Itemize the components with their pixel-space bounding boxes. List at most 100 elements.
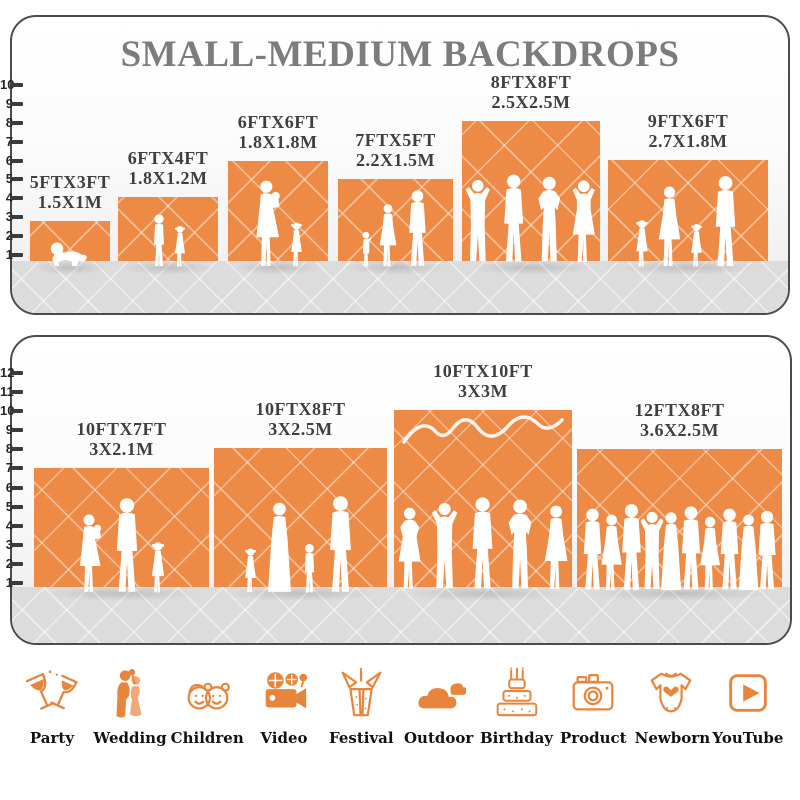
ruler-tick xyxy=(10,561,23,566)
person-man-silhouette xyxy=(109,497,145,593)
backdrop-size-label: 5FTX3FT 1.5X1M xyxy=(29,171,111,213)
category-product: Product xyxy=(557,660,629,747)
category-birthday: Birthday xyxy=(480,660,553,747)
person-man-silhouette xyxy=(752,507,782,593)
ruler-number-3: 3 xyxy=(0,209,13,225)
ruler-tick xyxy=(10,523,23,528)
backdrop-size-label: 10FTX10FT 3X3M xyxy=(433,360,533,402)
festival-icon xyxy=(325,660,397,720)
backdrop-rect-10ftx10ft xyxy=(394,410,572,587)
ruler-number-10: 10 xyxy=(0,76,15,92)
person-girl-silhouette xyxy=(172,225,188,267)
floor-shadow xyxy=(402,586,564,601)
person-man-armsup-silhouette xyxy=(428,497,461,593)
people-silhouette-group xyxy=(462,169,600,267)
category-children: Children xyxy=(170,660,244,747)
category-festival: Festival xyxy=(325,660,397,747)
ruler-tick xyxy=(10,428,23,433)
newborn-icon xyxy=(635,660,707,720)
people-silhouette-group xyxy=(394,493,572,593)
person-man-silhouette xyxy=(465,493,500,593)
category-label: Newborn xyxy=(634,729,711,747)
party-icon xyxy=(16,660,88,720)
category-label: Product xyxy=(559,729,627,747)
ruler-tick xyxy=(10,82,23,87)
person-woman-silhouette xyxy=(376,203,400,267)
category-label: Outdoor xyxy=(403,729,474,747)
people-silhouette-group xyxy=(34,497,209,593)
person-man-akimbo-silhouette xyxy=(503,495,537,593)
person-woman-akimbo-silhouette xyxy=(394,503,425,593)
category-wedding: Wedding xyxy=(93,660,167,747)
backdrop-rect-12ftx8ft xyxy=(577,449,782,587)
category-youtube: YouTube xyxy=(712,660,784,747)
ruler-number-7: 7 xyxy=(0,460,13,476)
person-man-silhouette xyxy=(497,169,530,267)
birthday-icon xyxy=(480,660,552,720)
category-label: Children xyxy=(170,729,244,747)
ruler-tick xyxy=(10,542,23,547)
person-man-akimbo-silhouette xyxy=(533,171,565,267)
people-silhouette-group xyxy=(338,189,453,267)
floor-shadow xyxy=(222,586,379,601)
ruler-tick xyxy=(10,215,23,220)
script-watermark xyxy=(402,415,564,444)
ruler-number-6: 6 xyxy=(0,480,13,496)
person-woman-armsup-silhouette xyxy=(568,175,600,267)
person-woman-baby-silhouette xyxy=(76,513,106,593)
backdrop-size-label: 6FTX6FT 1.8X1.8M xyxy=(237,111,319,153)
person-girl-silhouette xyxy=(633,219,651,267)
panel-medium-large: 10FTX7FT 3X2.1M 10FTX8FT 3X2.5M 10FTX10FT 3X3… xyxy=(10,335,792,645)
backdrop-size-label: 9FTX6FT 2.7X1.8M xyxy=(647,110,729,152)
floor-strip xyxy=(12,261,788,313)
person-man-silhouette xyxy=(322,495,359,593)
backdrop-size-label: 7FTX5FT 2.2X1.5M xyxy=(355,129,436,171)
person-toddler-silhouette xyxy=(359,231,373,267)
backdrop-rect-10ftx8ft xyxy=(214,448,387,587)
ruler-number-9: 9 xyxy=(0,422,13,438)
ruler-number-7: 7 xyxy=(0,134,13,150)
person-woman-baby-silhouette xyxy=(252,179,285,267)
ruler-tick xyxy=(10,196,23,201)
ruler-number-3: 3 xyxy=(0,537,13,553)
category-label: Festival xyxy=(329,729,394,747)
ruler-number-5: 5 xyxy=(0,499,13,515)
ruler-number-8: 8 xyxy=(0,115,13,131)
floor-shadow xyxy=(34,260,106,275)
people-silhouette-group xyxy=(228,179,328,267)
category-outdoor: Outdoor xyxy=(403,660,475,747)
ruler-tick xyxy=(10,409,23,414)
category-label: Party xyxy=(29,729,75,747)
ruler-number-8: 8 xyxy=(0,441,13,457)
ruler-number-1: 1 xyxy=(0,247,13,263)
person-man-silhouette xyxy=(708,175,743,267)
ruler-number-11: 11 xyxy=(0,384,14,399)
ruler-number-2: 2 xyxy=(0,556,13,572)
person-man-armsup-silhouette xyxy=(462,173,494,267)
backdrop-size-label: 10FTX7FT 3X2.1M xyxy=(76,418,167,460)
people-silhouette-group xyxy=(214,495,387,593)
ruler-number-4: 4 xyxy=(0,518,13,534)
person-girl-silhouette xyxy=(288,221,305,267)
category-party: Party xyxy=(16,660,88,747)
person-woman-silhouette xyxy=(654,185,685,267)
ruler-tick xyxy=(10,485,23,490)
ruler-tick xyxy=(10,158,23,163)
ruler-number-1: 1 xyxy=(0,575,13,591)
floor-shadow xyxy=(123,260,213,275)
ruler-tick xyxy=(10,370,23,375)
ruler-tick xyxy=(10,120,23,125)
ruler-tick xyxy=(10,253,23,257)
floor-strip xyxy=(12,587,790,643)
ruler-number-10: 10 xyxy=(0,403,15,419)
category-row: Party Wedding xyxy=(0,660,800,747)
floor-shadow xyxy=(468,260,594,275)
ruler-tick xyxy=(10,139,23,144)
video-icon xyxy=(248,660,320,720)
category-video: Video xyxy=(248,660,320,747)
category-label: Wedding xyxy=(93,729,167,747)
ruler-number-9: 9 xyxy=(0,96,13,112)
ruler-tick xyxy=(10,101,23,106)
person-girl-silhouette xyxy=(688,223,705,267)
